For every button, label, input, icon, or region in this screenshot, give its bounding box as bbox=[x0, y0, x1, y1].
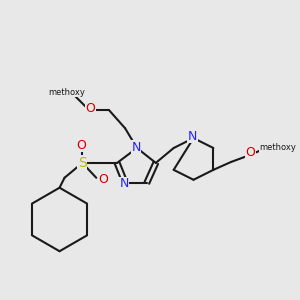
Text: methoxy: methoxy bbox=[260, 142, 296, 152]
Text: O: O bbox=[76, 139, 86, 152]
Text: O: O bbox=[85, 102, 95, 115]
Text: methoxy: methoxy bbox=[48, 88, 85, 97]
Text: N: N bbox=[119, 177, 129, 190]
Text: N: N bbox=[188, 130, 197, 142]
Text: S: S bbox=[78, 156, 87, 170]
Text: O: O bbox=[245, 146, 255, 160]
Text: O: O bbox=[98, 173, 108, 186]
Text: N: N bbox=[131, 140, 141, 154]
